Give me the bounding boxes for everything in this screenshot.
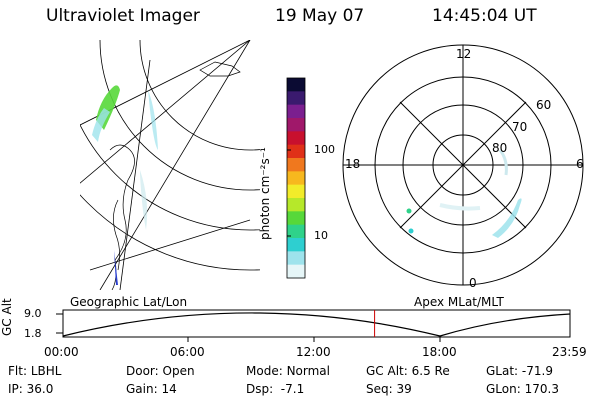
colorbar-segment	[287, 158, 305, 172]
colorbar-segment	[287, 251, 305, 266]
altitude-xtick: 18:00	[422, 345, 457, 359]
colorbar	[287, 78, 305, 279]
seq-status: Seq: 39	[366, 382, 412, 396]
date-label: 19 May 07	[275, 6, 365, 26]
colorbar-segment	[287, 211, 305, 226]
aurora-patch	[498, 149, 508, 176]
colorbar-segment	[287, 118, 305, 132]
time-label: 14:45:04 UT	[432, 6, 537, 26]
meridian-line	[99, 40, 251, 290]
polar-aurora	[406, 149, 522, 238]
altitude-curve	[62, 312, 571, 337]
lat-circle	[80, 194, 260, 271]
filter-status: Flt: LBHL	[8, 364, 62, 378]
dsp-status: Dsp: -7.1	[246, 382, 305, 396]
aurora-patch	[114, 250, 118, 285]
altitude-xtick: 00:00	[44, 345, 79, 359]
meridian-line	[89, 219, 251, 271]
colorbar-segment	[287, 78, 305, 92]
lat-circle	[80, 123, 260, 231]
door-status: Door: Open	[126, 364, 195, 378]
polar-diagonal	[399, 101, 527, 229]
gain-status: Gain: 14	[126, 382, 177, 396]
altitude-plot-frame	[62, 309, 571, 338]
colorbar-segment	[287, 184, 305, 199]
aurora-patch	[148, 90, 158, 150]
colorbar-tick: 100	[314, 143, 335, 156]
lat-label-70: 70	[512, 120, 528, 134]
colorbar-unit: photon cm⁻²s⁻¹	[258, 147, 272, 240]
mlt-label-bottom: 0	[469, 276, 477, 290]
instrument-title: Ultraviolet Imager	[46, 6, 200, 26]
gc-alt-status: GC Alt: 6.5 Re	[366, 364, 450, 378]
altitude-ytick: 1.8	[24, 327, 42, 340]
altitude-xtick: 12:00	[296, 345, 331, 359]
lat-label-80: 80	[492, 141, 508, 155]
aurora-patch	[92, 108, 110, 142]
lat-circle	[139, 40, 260, 151]
aurora-dot	[406, 208, 412, 214]
polar-grid	[342, 44, 584, 286]
colorbar-segment	[287, 264, 305, 279]
colorbar-segment	[287, 144, 305, 159]
mode-status: Mode: Normal	[246, 364, 330, 378]
coastline	[113, 199, 120, 271]
geo-aurora	[92, 85, 158, 285]
mlt-label-top: 12	[456, 47, 472, 61]
altitude-ylabel: GC Alt	[0, 298, 14, 336]
aurora-patch	[140, 170, 148, 230]
colorbar-segment	[287, 198, 305, 212]
colorbar-segment	[287, 91, 305, 106]
mlt-label-left: 18	[345, 157, 361, 171]
colorbar-segment	[287, 171, 305, 186]
altitude-xtick: 06:00	[170, 345, 205, 359]
aurora-dot	[408, 228, 414, 234]
lat-circle	[99, 40, 260, 191]
colorbar-tick: 10	[314, 229, 328, 242]
colorbar-segment	[287, 238, 305, 252]
altitude-xtick: 23:59	[552, 345, 587, 359]
colorbar-segment	[287, 131, 305, 146]
polar-panel-label: Apex MLat/MLT	[414, 295, 504, 309]
mlt-label-right: 6	[576, 157, 584, 171]
aurora-patch	[439, 203, 481, 211]
meridian-line	[119, 59, 151, 290]
colorbar-segment	[287, 104, 305, 119]
aurora-patch	[492, 198, 522, 238]
ip-status: IP: 36.0	[8, 382, 54, 396]
coastline	[199, 61, 241, 77]
altitude-ytick: 9.0	[24, 307, 42, 320]
lat-label-60: 60	[536, 98, 552, 112]
glon-status: GLon: 170.3	[486, 382, 559, 396]
colorbar-frame	[286, 77, 306, 279]
colorbar-segment	[287, 224, 305, 239]
glat-status: GLat: -71.9	[486, 364, 553, 378]
geo-panel-label: Geographic Lat/Lon	[70, 295, 188, 309]
